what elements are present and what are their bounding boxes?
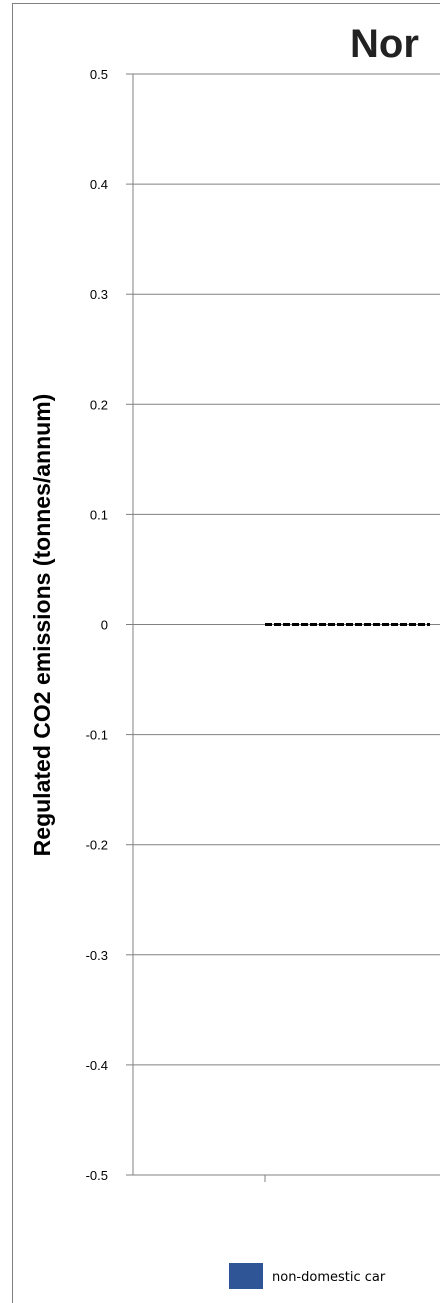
y-tick-label: 0.2	[90, 397, 108, 412]
y-tick-label: 0.3	[90, 287, 108, 302]
legend: non-domestic car	[229, 1263, 386, 1289]
y-tick-label: -0.5	[86, 1168, 108, 1183]
legend-label: non-domestic car	[272, 1270, 386, 1285]
legend-swatch	[229, 1263, 263, 1289]
y-tick-label: -0.3	[86, 948, 108, 963]
y-tick-label: -0.1	[86, 728, 108, 743]
y-tick-label: 0	[101, 618, 108, 633]
chart-frame	[12, 3, 440, 1303]
y-tick-label: 0.4	[90, 177, 108, 192]
y-tick-label: 0.1	[90, 507, 108, 522]
y-tick-label: 0.5	[90, 67, 108, 82]
y-tick-labels: 0.5 0.4 0.3 0.2 0.1 0 -0.1 -0.2 -0.3 -0.4 -0.5	[86, 67, 108, 1183]
chart-title: Nor	[350, 22, 419, 66]
y-tick-label: -0.2	[86, 838, 108, 853]
y-axis-label: Regulated CO2 emissions (tonnes/annum)	[29, 394, 55, 857]
y-tick-label: -0.4	[86, 1058, 108, 1073]
